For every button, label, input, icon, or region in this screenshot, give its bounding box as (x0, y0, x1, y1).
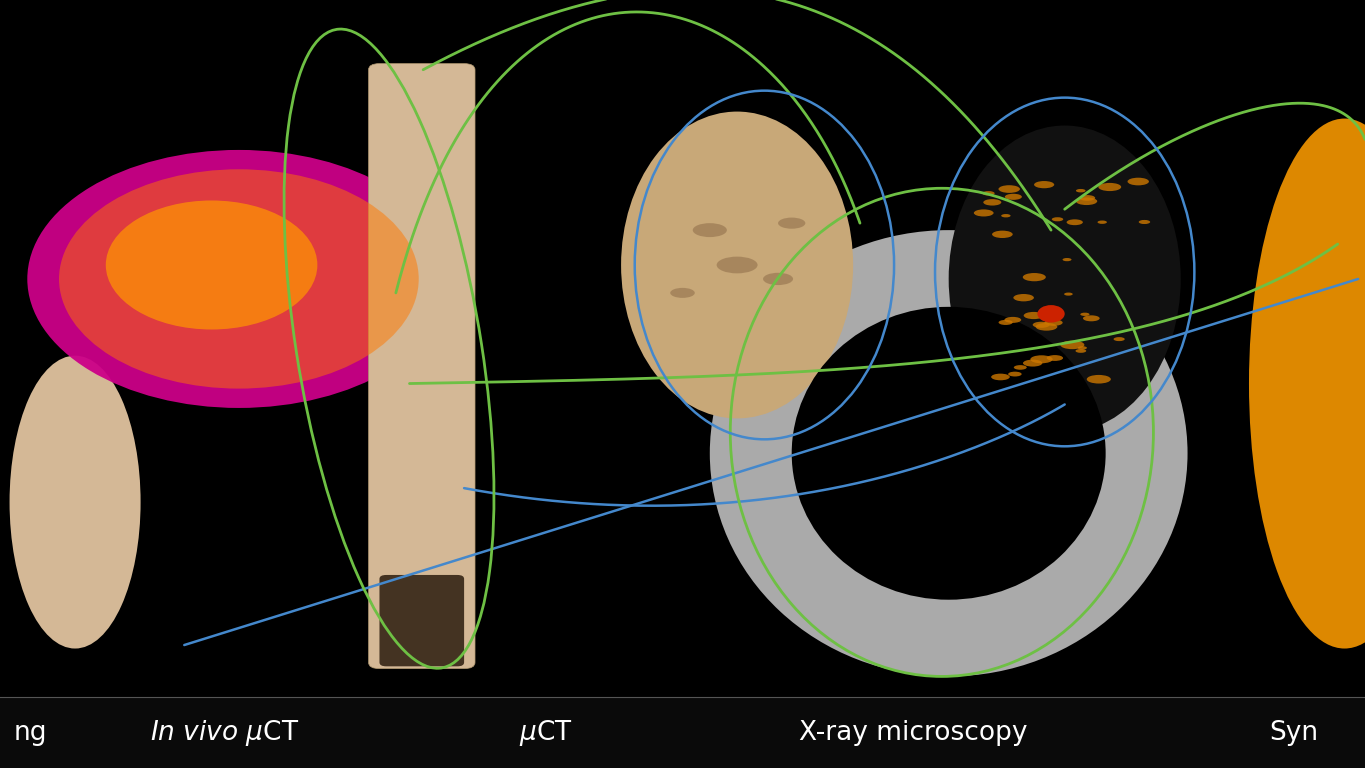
Ellipse shape (1114, 337, 1125, 341)
Ellipse shape (670, 288, 695, 298)
Ellipse shape (717, 257, 758, 273)
Ellipse shape (763, 273, 793, 285)
Ellipse shape (1080, 195, 1095, 200)
Ellipse shape (621, 111, 853, 419)
Text: ng: ng (14, 720, 48, 746)
Ellipse shape (1066, 220, 1082, 225)
Ellipse shape (1138, 220, 1151, 224)
Ellipse shape (10, 356, 141, 648)
Ellipse shape (1062, 258, 1072, 261)
Ellipse shape (1031, 356, 1052, 363)
Ellipse shape (106, 200, 317, 329)
Ellipse shape (710, 230, 1188, 677)
Ellipse shape (1080, 313, 1089, 316)
Ellipse shape (1013, 294, 1033, 301)
Ellipse shape (1087, 375, 1111, 383)
Ellipse shape (999, 320, 1013, 325)
Ellipse shape (792, 307, 1106, 600)
Ellipse shape (1036, 323, 1058, 331)
FancyBboxPatch shape (369, 64, 475, 669)
Text: Syn: Syn (1269, 720, 1319, 746)
Ellipse shape (1022, 359, 1043, 366)
Ellipse shape (983, 199, 1002, 206)
Ellipse shape (1127, 177, 1149, 185)
Ellipse shape (693, 223, 728, 237)
Ellipse shape (998, 185, 1020, 193)
Ellipse shape (1044, 319, 1063, 326)
Text: $\it{In}$ $\it{vivo}$ $\mu$CT: $\it{In}$ $\it{vivo}$ $\mu$CT (150, 717, 299, 748)
Ellipse shape (1076, 349, 1087, 353)
Bar (0, 697, 1365, 768)
Ellipse shape (1005, 194, 1022, 200)
Ellipse shape (1076, 197, 1097, 205)
Ellipse shape (992, 230, 1013, 238)
Ellipse shape (1078, 346, 1087, 349)
Ellipse shape (1037, 305, 1065, 323)
FancyBboxPatch shape (379, 575, 464, 667)
Ellipse shape (1047, 355, 1063, 361)
Ellipse shape (1052, 217, 1063, 221)
Ellipse shape (973, 210, 994, 217)
Ellipse shape (1082, 316, 1100, 321)
Ellipse shape (1022, 273, 1046, 281)
Ellipse shape (1009, 372, 1021, 376)
Ellipse shape (1076, 189, 1085, 193)
Text: X-ray microscopy: X-ray microscopy (799, 720, 1026, 746)
Ellipse shape (949, 125, 1181, 432)
Ellipse shape (1005, 317, 1021, 323)
Ellipse shape (778, 217, 805, 229)
Ellipse shape (1024, 312, 1044, 319)
Ellipse shape (983, 191, 995, 196)
Ellipse shape (1033, 322, 1050, 328)
Ellipse shape (1001, 214, 1010, 217)
Ellipse shape (991, 374, 1010, 380)
Ellipse shape (1249, 118, 1365, 648)
Ellipse shape (27, 150, 450, 408)
Ellipse shape (1035, 181, 1054, 188)
Ellipse shape (1099, 183, 1121, 191)
Ellipse shape (1014, 365, 1026, 369)
Text: $\mu$CT: $\mu$CT (519, 717, 572, 748)
Ellipse shape (1097, 220, 1107, 223)
Ellipse shape (59, 169, 419, 389)
Ellipse shape (1061, 340, 1084, 349)
Ellipse shape (1065, 293, 1073, 296)
